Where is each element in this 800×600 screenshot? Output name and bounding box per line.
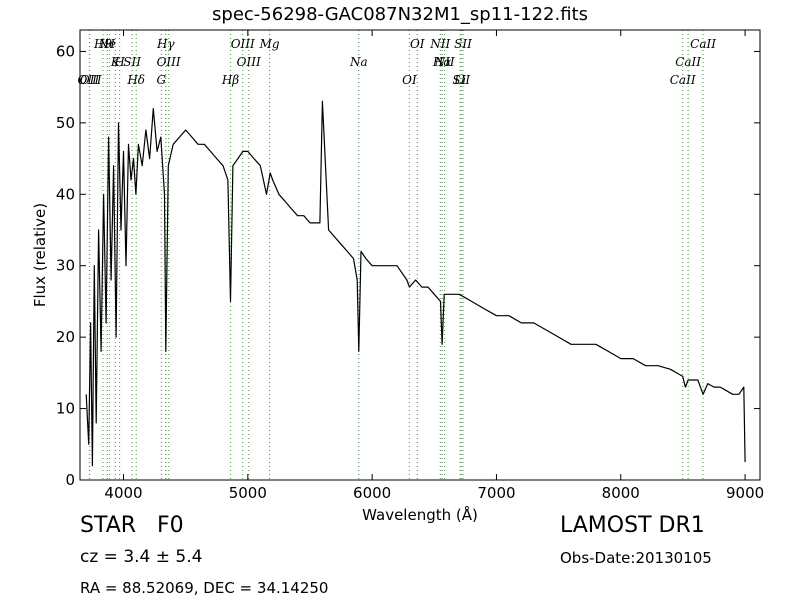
line-label-2: OIII	[78, 73, 102, 87]
x-tick-label-3: 7000	[477, 484, 515, 502]
line-label-3: Ne	[97, 37, 116, 51]
survey-annotation: LAMOST DR1	[560, 513, 705, 538]
line-label-15: Mg	[259, 37, 280, 51]
x-tick-label-5: 9000	[726, 484, 764, 502]
line-label-17: OI	[402, 73, 417, 87]
coordinates-annotation: RA = 88.52069, DEC = 34.14250	[80, 579, 329, 597]
y-axis-label: Flux (relative)	[31, 202, 49, 308]
x-axis-label: Wavelength (Å)	[362, 506, 478, 524]
y-tick-label-3: 30	[56, 257, 75, 275]
y-tick-label-6: 60	[56, 42, 75, 60]
spectrum-line-0	[85, 100, 746, 467]
line-label-1: K	[110, 55, 121, 69]
class-annotation: STAR F0	[80, 513, 184, 538]
line-label-10: OIII	[157, 55, 181, 69]
x-tick-label-1: 5000	[229, 484, 267, 502]
y-tick-label-5: 50	[56, 114, 75, 132]
line-label-18: OI	[410, 37, 425, 51]
y-tick-label-1: 10	[56, 400, 75, 418]
y-tick-label-0: 0	[65, 471, 75, 489]
x-tick-label-0: 4000	[104, 484, 142, 502]
line-label-16: Na	[349, 55, 368, 69]
obs-date-annotation: Obs-Date:20130105	[560, 549, 712, 567]
subclass-label: F0	[157, 513, 184, 538]
line-label-25: CaII	[675, 55, 701, 69]
class-label: STAR	[80, 513, 137, 538]
line-label-5: OII	[80, 73, 100, 87]
line-label-21: NII	[429, 37, 450, 51]
chart-title: spec-56298-GAC087N32M1_sp11-122.fits	[212, 4, 588, 25]
line-label-27: CaII	[690, 37, 716, 51]
line-label-7: SII	[123, 55, 141, 69]
y-tick-label-2: 20	[56, 328, 75, 346]
redshift-annotation: cz = 3.4 ± 5.4	[80, 547, 203, 567]
plot-frame	[79, 29, 761, 481]
line-label-11: G	[157, 73, 167, 87]
line-label-4: H	[113, 55, 125, 69]
line-label-19: Hα	[432, 55, 452, 69]
line-label-14: Hβ	[221, 73, 239, 87]
line-label-23: Li	[453, 73, 466, 87]
line-label-6: H	[103, 37, 115, 51]
x-tick-label-2: 6000	[353, 484, 391, 502]
x-tick-label-4: 8000	[602, 484, 640, 502]
line-label-12: OIII	[231, 37, 255, 51]
line-label-0: H9	[93, 37, 112, 51]
line-label-26: CaII	[670, 73, 696, 87]
line-label-24: SII	[454, 37, 472, 51]
y-tick-label-4: 40	[56, 185, 75, 203]
line-label-22: NII	[434, 55, 455, 69]
line-label-13: OIII	[237, 55, 261, 69]
line-label-8: Hδ	[126, 73, 145, 87]
line-label-9: Hγ	[156, 37, 175, 51]
line-label-20: SII	[452, 73, 470, 87]
